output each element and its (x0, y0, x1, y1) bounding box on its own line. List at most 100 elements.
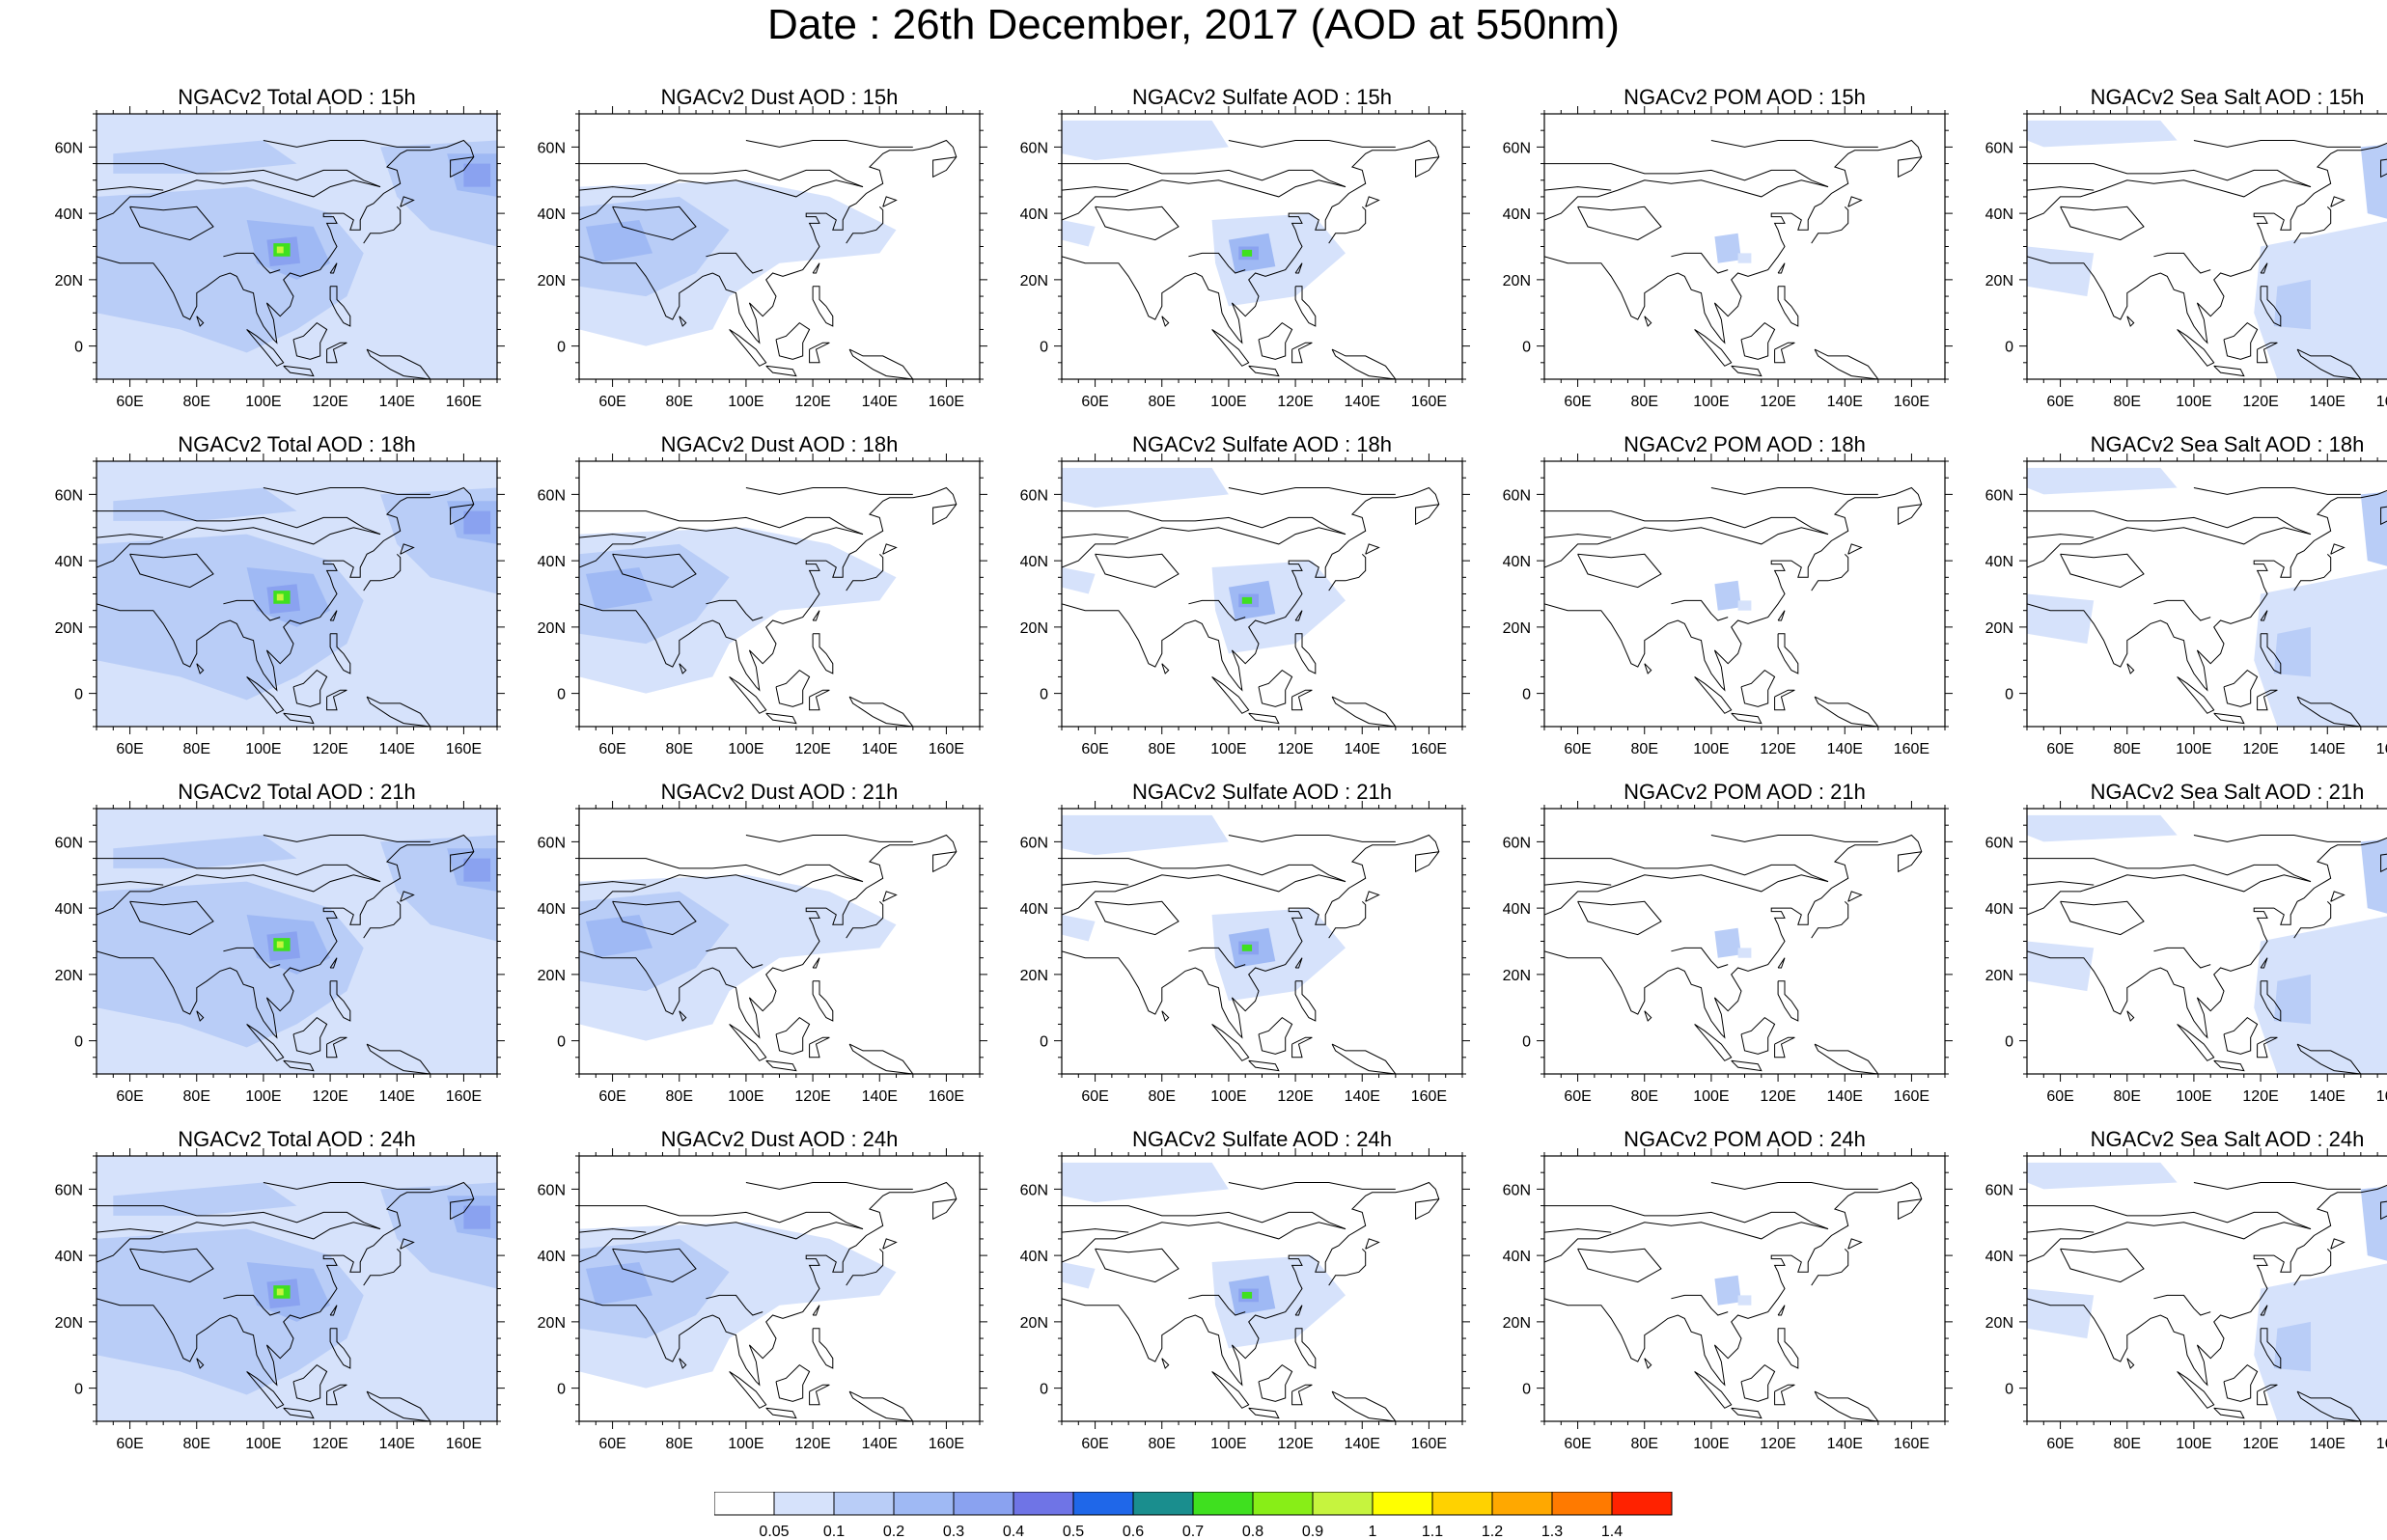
map-panel-dust-15h: NGACv2 Dust AOD : 15h 60E 80E 100E 120E 140E 1… (531, 87, 994, 415)
aod-region (1737, 600, 1752, 611)
coastline (579, 534, 647, 538)
lat-tick-label: 0 (74, 687, 83, 703)
lat-tick-label: 20N (1503, 273, 1531, 289)
coastline (97, 486, 475, 692)
coastline (2153, 252, 2211, 274)
colorbar-swatch (1252, 1492, 1314, 1516)
colorbar-label: 0.8 (1242, 1524, 1263, 1540)
coastline (1291, 689, 1313, 711)
aod-region (2027, 120, 2178, 148)
lon-tick-label: 100E (728, 1088, 763, 1105)
lon-tick-label: 80E (1149, 1088, 1176, 1105)
lon-tick-label: 140E (862, 741, 898, 757)
coastline (882, 543, 898, 555)
coastline (765, 712, 797, 725)
lat-tick-label: 20N (538, 968, 566, 984)
lon-tick-label: 120E (794, 394, 830, 410)
lon-tick-label: 160E (2376, 741, 2387, 757)
coastline (1777, 633, 1799, 674)
lat-tick-label: 20N (1020, 273, 1048, 289)
map-plot: 60E 80E 100E 120E 140E 160E 60N 40N 20N 0 (1503, 1148, 1953, 1452)
coastline (579, 163, 864, 188)
aod-region (276, 941, 284, 949)
coastline (2027, 1205, 2312, 1230)
aod-region (1211, 213, 1346, 307)
coastline (812, 610, 820, 621)
lon-tick-label: 120E (794, 1088, 830, 1105)
lon-tick-label: 80E (666, 1088, 693, 1105)
coastline (2330, 1238, 2345, 1250)
coastline (579, 834, 958, 1039)
coastline (1062, 834, 1440, 1039)
lat-tick-label: 0 (1522, 687, 1531, 703)
coastline (2027, 874, 2312, 916)
coastline (329, 1305, 338, 1316)
map-plot: 60E 80E 100E 120E 140E 160E 60N 40N 20N 0 (1020, 454, 1470, 757)
colorbar-label: 0.9 (1302, 1524, 1323, 1540)
lat-tick-label: 20N (1985, 1315, 2013, 1332)
coastline (2027, 1228, 2095, 1233)
coastline (97, 139, 475, 344)
aod-region (113, 835, 297, 868)
lon-tick-label: 120E (2242, 1088, 2278, 1105)
map-panel-seasalt-21h: NGACv2 Sea Salt AOD : 21h 60E 80E 100E 120E 1… (1979, 782, 2387, 1110)
coastline (2260, 286, 2282, 327)
lon-tick-label: 140E (862, 1436, 898, 1452)
coastline (706, 947, 763, 969)
coastline (846, 206, 884, 244)
coastline (292, 321, 328, 360)
coastline (2027, 163, 2312, 188)
coastline (745, 487, 913, 495)
coastline (579, 881, 647, 886)
lon-tick-label: 120E (1760, 1436, 1795, 1452)
map-panel-sulfate-21h: NGACv2 Sulfate AOD : 21h 60E 80E 100E 120E 14… (1013, 782, 1477, 1110)
coastline (612, 900, 697, 936)
coastline (2193, 487, 2361, 495)
coastline (1331, 1390, 1397, 1421)
lon-tick-label: 140E (2310, 1436, 2345, 1452)
coastline (612, 553, 697, 589)
lon-tick-label: 160E (929, 394, 964, 410)
coastline (2213, 1059, 2245, 1072)
lon-tick-label: 60E (2046, 1088, 2073, 1105)
lon-tick-label: 140E (862, 394, 898, 410)
aod-region (1062, 120, 1229, 161)
panel-title: NGACv2 POM AOD : 24h (1624, 1127, 1866, 1151)
coastline (263, 140, 430, 148)
coastline (292, 1363, 328, 1402)
lat-tick-label: 60N (538, 140, 566, 156)
colorbar-label: 1.3 (1541, 1524, 1563, 1540)
lat-tick-label: 40N (55, 1249, 83, 1265)
coastline (2027, 881, 2095, 886)
lat-tick-label: 40N (1503, 206, 1531, 223)
lat-tick-label: 60N (55, 140, 83, 156)
coastline (882, 891, 898, 902)
coastline (579, 179, 864, 221)
coastline (1294, 286, 1317, 327)
coastline (1544, 527, 1829, 568)
aod-region (2027, 1288, 2095, 1339)
lon-tick-label: 80E (183, 1436, 210, 1452)
coastline (729, 1023, 767, 1061)
coastline (848, 1043, 914, 1074)
lat-tick-label: 0 (557, 1382, 566, 1398)
panel-title: NGACv2 Sulfate AOD : 15h (1131, 85, 1393, 109)
lon-tick-label: 100E (1210, 394, 1246, 410)
colorbar-swatch (1013, 1492, 1074, 1516)
coastline (775, 1016, 811, 1055)
aod-region (463, 510, 491, 535)
coastline (283, 1407, 315, 1419)
map-plot: 60E 80E 100E 120E 140E 160E 60N 40N 20N 0 (1985, 801, 2387, 1105)
colorbar-label: 1.4 (1601, 1524, 1623, 1540)
coastline (846, 1248, 884, 1286)
map-panel-sulfate-18h: NGACv2 Sulfate AOD : 18h 60E 80E 100E 120E 14… (1013, 434, 1477, 762)
coastline (1062, 163, 1346, 188)
coastline (2027, 1184, 2387, 1387)
colorbar-swatch (714, 1492, 775, 1516)
map-plot: 60E 80E 100E 120E 140E 160E 60N 40N 20N 0 (1020, 1148, 1470, 1452)
lat-tick-label: 60N (1985, 1182, 2013, 1198)
coastline (1062, 1181, 1440, 1387)
aod-region (1211, 1255, 1346, 1349)
panel-title: NGACv2 Total AOD : 15h (178, 85, 416, 109)
lon-tick-label: 60E (1081, 741, 1108, 757)
